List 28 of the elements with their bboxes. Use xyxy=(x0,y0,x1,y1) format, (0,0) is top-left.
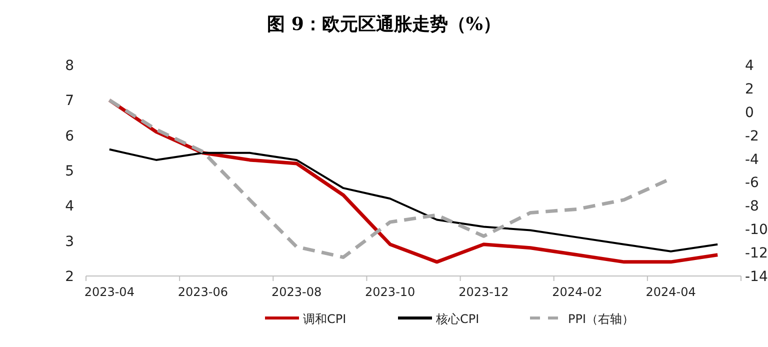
x-tick-label: 2023-08 xyxy=(271,285,322,299)
y2-tick-label: -14 xyxy=(745,269,768,285)
chart-title: 图 9：欧元区通胀走势（%） xyxy=(267,14,501,35)
y-tick-label: 6 xyxy=(65,128,74,144)
y-tick-label: 3 xyxy=(65,234,74,250)
x-tick-label: 2023-06 xyxy=(178,285,228,299)
legend-label: 调和CPI xyxy=(303,312,346,326)
x-tick-label: 2024-04 xyxy=(646,285,696,299)
x-tick-label: 2023-12 xyxy=(458,285,509,299)
legend-label: PPI（右轴） xyxy=(568,312,634,326)
y2-tick-label: -12 xyxy=(745,246,768,262)
y2-tick-label: 4 xyxy=(745,58,754,74)
y2-tick-label: 2 xyxy=(745,81,754,98)
legend-label: 核心CPI xyxy=(435,312,480,326)
y2-tick-label: -10 xyxy=(745,222,768,238)
x-tick-label: 2023-04 xyxy=(84,285,134,299)
y2-tick-label: -2 xyxy=(745,128,759,144)
y-tick-label: 4 xyxy=(65,198,74,215)
y2-tick-label: 0 xyxy=(745,104,754,121)
y2-tick-label: -6 xyxy=(745,175,760,192)
y-tick-label: 7 xyxy=(65,93,74,110)
x-tick-label: 2024-02 xyxy=(552,285,602,299)
y2-tick-label: -4 xyxy=(745,152,760,168)
x-tick-label: 2023-10 xyxy=(365,285,416,299)
y-tick-label: 5 xyxy=(65,164,74,180)
y-tick-label: 8 xyxy=(65,58,74,74)
y-tick-label: 2 xyxy=(65,269,74,285)
y2-tick-label: -8 xyxy=(745,198,759,215)
